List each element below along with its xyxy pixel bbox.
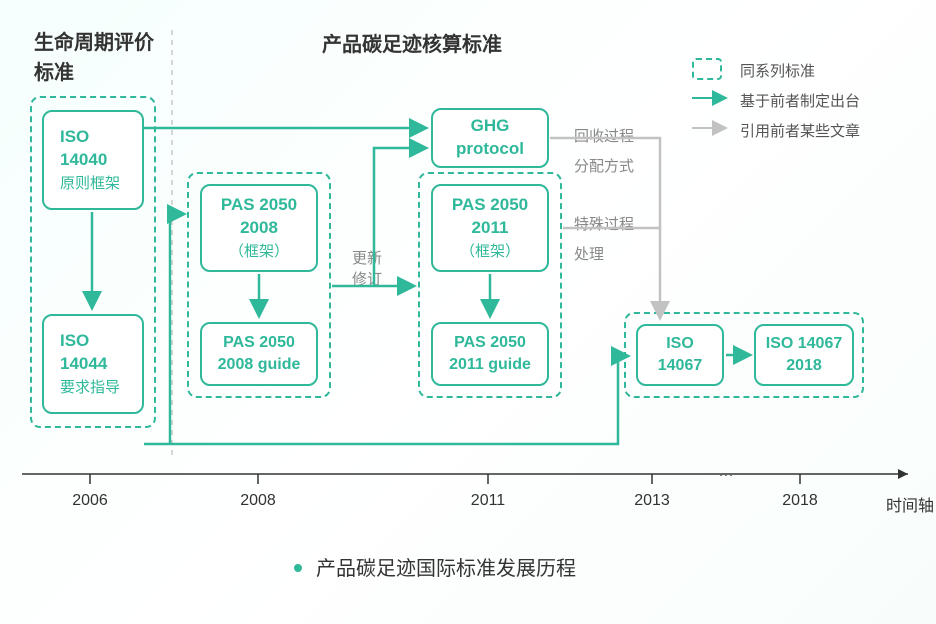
heading-left: 生命周期评价 标准	[34, 28, 154, 88]
tick-2008: 2008	[240, 492, 276, 510]
anno-update: 更新 修订	[352, 248, 382, 290]
node-iso14067-title: ISO 14067	[658, 333, 703, 376]
node-pas2008guide-title: PAS 2050 2008 guide	[218, 332, 301, 375]
anno-handle: 处理	[574, 244, 604, 265]
tick-ellipsis: ...	[718, 460, 733, 481]
tick-2013: 2013	[634, 492, 670, 510]
node-pas2011guide-title: PAS 2050 2011 guide	[449, 332, 531, 375]
axis-label: 时间轴	[886, 492, 934, 516]
diagram-canvas: 生命周期评价 标准 产品碳足迹核算标准 同系列标准 基于前者制定出台 引用前者某…	[0, 0, 936, 624]
node-ghg-title: GHG protocol	[456, 115, 524, 161]
anno-special: 特殊过程	[574, 214, 634, 235]
node-ghg: GHG protocol	[431, 108, 549, 168]
node-pas2008: PAS 2050 2008 （框架）	[200, 184, 318, 272]
node-iso14067-2018: ISO 14067 2018	[754, 324, 854, 386]
heading-right: 产品碳足迹核算标准	[322, 28, 502, 57]
node-iso14044-sub: 要求指导	[60, 378, 126, 398]
node-iso14040-sub: 原则框架	[60, 174, 126, 194]
legend-series-swatch	[692, 58, 722, 80]
node-pas2008guide: PAS 2050 2008 guide	[200, 322, 318, 386]
legend-grey-label: 引用前者某些文章	[740, 120, 860, 141]
caption-bullet-icon	[294, 564, 302, 572]
anno-recover: 回收过程	[574, 126, 634, 147]
node-pas2011guide: PAS 2050 2011 guide	[431, 322, 549, 386]
tick-2011: 2011	[471, 492, 505, 510]
caption-text: 产品碳足迹国际标准发展历程	[316, 552, 576, 581]
node-iso14067-2018-title: ISO 14067 2018	[766, 333, 843, 376]
node-pas2008-sub: （框架）	[229, 242, 289, 262]
node-iso14040-title: ISO 14040	[60, 126, 126, 172]
node-pas2008-title: PAS 2050 2008	[221, 194, 297, 240]
legend-series-label: 同系列标准	[740, 60, 815, 81]
anno-alloc: 分配方式	[574, 156, 634, 177]
node-pas2011: PAS 2050 2011 （框架）	[431, 184, 549, 272]
node-pas2011-sub: （框架）	[460, 242, 520, 262]
node-iso14040: ISO 14040 原则框架	[42, 110, 144, 210]
node-iso14044: ISO 14044 要求指导	[42, 314, 144, 414]
node-iso14044-title: ISO 14044	[60, 330, 126, 376]
legend-green-label: 基于前者制定出台	[740, 90, 860, 111]
tick-2018: 2018	[782, 492, 818, 510]
node-pas2011-title: PAS 2050 2011	[452, 194, 528, 240]
tick-2006: 2006	[72, 492, 108, 510]
node-iso14067: ISO 14067	[636, 324, 724, 386]
